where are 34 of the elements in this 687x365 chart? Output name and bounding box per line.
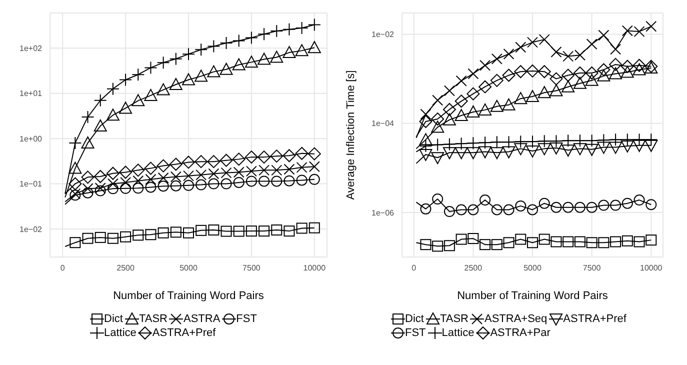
y-tick-label: 1e+00 <box>20 134 43 144</box>
x-tick-label: 2500 <box>464 264 483 273</box>
x-tick-label: 0 <box>60 264 66 273</box>
legend-label: ASTRA+Pref <box>563 313 626 325</box>
y-tick-label: 1e−01 <box>20 180 43 189</box>
legend-label: TASR <box>440 313 468 325</box>
legend-label: TASR <box>138 313 168 325</box>
legend-label: Dict <box>405 313 424 325</box>
legend-label: FST <box>405 327 426 339</box>
y-tick-label: 1e−02 <box>20 224 43 234</box>
x-tick-label: 10000 <box>640 264 663 273</box>
x-tick-label: 0 <box>412 264 417 273</box>
x-tick-label: 5000 <box>180 264 198 273</box>
x-tick-label: 7500 <box>582 264 602 273</box>
y-tick-label: 1e−02 <box>372 30 395 40</box>
x-axis-title: Number of Training Word Pairs <box>457 290 608 302</box>
x-tick-label: 2500 <box>116 264 135 273</box>
x-tick-label: 10000 <box>303 264 326 273</box>
legend-label: ASTRA+Par <box>490 327 550 339</box>
x-tick-label: 5000 <box>524 264 542 273</box>
legend-label: FST <box>236 313 257 325</box>
legend-label: ASTRA+Pref <box>152 327 216 339</box>
x-tick-label: 7500 <box>242 264 261 273</box>
y-tick-label: 1e−06 <box>372 208 395 218</box>
legend-label: ASTRA <box>183 313 220 325</box>
legend-label: ASTRA+Seq <box>484 313 548 325</box>
legend-label: Lattice <box>104 327 136 339</box>
y-tick-label: 1e+01 <box>20 89 43 98</box>
legend-label: Lattice <box>442 327 474 339</box>
y-tick-label: 1e+02 <box>20 44 43 54</box>
legend-label: Dict <box>104 313 123 325</box>
y-tick-label: 1e−04 <box>372 119 395 128</box>
y-axis-title: Average Inflection Time [s] <box>344 70 357 200</box>
x-axis-title: Number of Training Word Pairs <box>113 290 264 302</box>
